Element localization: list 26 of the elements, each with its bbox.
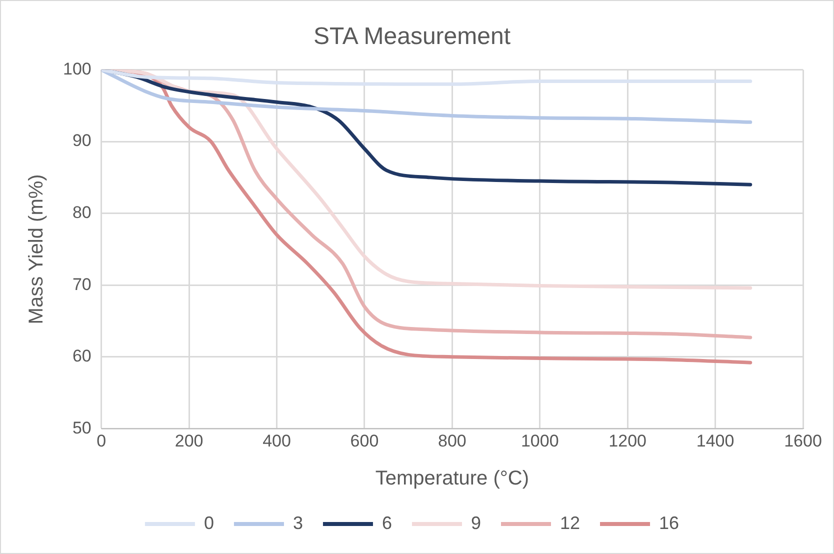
chart-title: STA Measurement xyxy=(314,23,511,50)
y-tick-label: 60 xyxy=(72,346,92,366)
y-tick-label: 90 xyxy=(72,131,92,150)
legend-label: 9 xyxy=(470,512,482,533)
line-series xyxy=(101,70,752,86)
x-tick-label: 600 xyxy=(350,431,379,450)
legend-label: 12 xyxy=(560,512,580,533)
y-tick-label: 80 xyxy=(72,203,92,222)
x-tick-label: 200 xyxy=(174,431,204,450)
x-tick-label: 1400 xyxy=(696,431,734,450)
legend-label: 0 xyxy=(204,512,214,533)
x-tick-label: 0 xyxy=(96,431,106,450)
legend-label: 16 xyxy=(659,512,680,533)
legend-label: 3 xyxy=(292,512,303,533)
x-axis-title: Temperature (°C) xyxy=(375,468,529,490)
x-tick-label: 800 xyxy=(438,431,466,450)
x-tick-label: 1000 xyxy=(520,431,559,450)
line-series xyxy=(101,70,752,124)
y-tick-label: 100 xyxy=(62,59,92,78)
y-axis-title: Mass Yield (m%) xyxy=(26,174,48,324)
x-tick-label: 400 xyxy=(262,431,291,450)
x-tick-label: 1600 xyxy=(784,431,822,450)
x-tick-label: 1200 xyxy=(608,431,647,450)
legend-label: 6 xyxy=(382,512,392,533)
y-tick-label: 50 xyxy=(72,418,92,438)
y-tick-label: 70 xyxy=(72,274,92,294)
